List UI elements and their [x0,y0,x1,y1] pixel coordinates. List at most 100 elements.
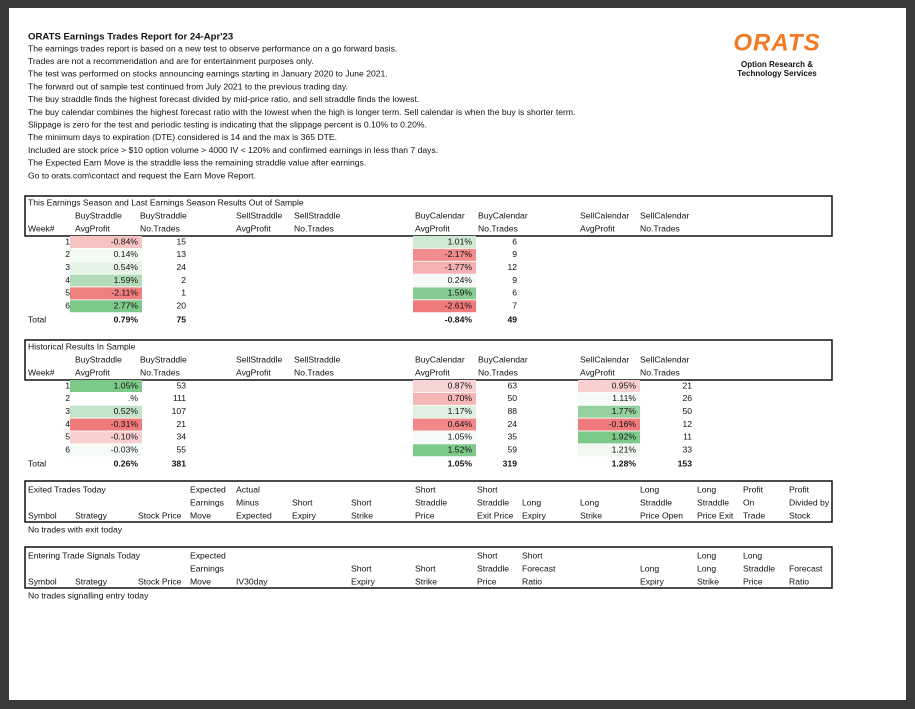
cell-value: 24 [507,419,517,429]
column-header: SellStraddle [294,354,341,364]
cell-value: 63 [507,380,517,390]
total-value: 153 [678,459,693,469]
column-header: Price Exit [697,510,734,520]
column-header: Straddle [415,497,447,507]
total-value: 1.05% [448,459,473,469]
column-header: Strike [415,576,437,586]
column-header: Long [522,497,541,507]
heat-cell [70,444,142,457]
logo-mark: ORATS [733,29,820,56]
column-header: Short [292,497,313,507]
week-number: 6 [65,445,70,455]
cell-value: 50 [507,393,517,403]
column-header: SellStraddle [236,354,283,364]
table-title: Historical Results In Sample [28,341,136,351]
column-header: AvgProfit [580,223,615,233]
column-header: Symbol [28,576,57,586]
week-number: 2 [65,249,70,259]
sheet [9,8,906,700]
column-header: Price [477,576,497,586]
column-header: No.Trades [294,367,334,377]
column-header: SellStraddle [236,210,283,220]
heat-cell [413,431,476,444]
column-header: BuyStraddle [140,210,187,220]
cell-value: 111 [173,393,186,403]
table-note: No trades with exit today [28,524,123,534]
column-header: Long [697,563,716,573]
column-header: Expiry [292,510,317,520]
column-header: Expected [190,484,226,494]
cell-value: 0.24% [448,275,473,285]
column-header: Straddle [477,497,509,507]
intro-line: The earnings trades report is based on a… [28,43,397,53]
column-header: Expiry [640,576,665,586]
column-header: SellCalendar [580,354,629,364]
column-header: AvgProfit [415,223,450,233]
week-number: 6 [65,301,70,311]
column-header: Week# [28,223,55,233]
column-header: Minus [236,497,259,507]
cell-value: 6 [512,288,517,298]
cell-value: 0.64% [448,419,473,429]
cell-value: -2.61% [445,301,473,311]
cell-value: 1.17% [448,406,473,416]
cell-value: 1.05% [114,380,139,390]
column-header: Actual [236,484,260,494]
cell-value: 9 [512,249,517,259]
cell-value: 1 [181,288,186,298]
cell-value: 12 [682,419,692,429]
column-header: Price [415,510,435,520]
heat-cell [70,300,142,313]
column-header: Symbol [28,510,57,520]
column-header: BuyCalendar [415,354,465,364]
column-header: Long [640,563,659,573]
cell-value: 0.70% [448,393,473,403]
cell-value: 12 [507,262,517,272]
column-header: Expiry [351,576,376,586]
column-header: BuyCalendar [415,210,465,220]
cell-value: 2.77% [114,301,139,311]
heat-cell [578,392,640,405]
heat-cell [413,287,476,300]
cell-value: 1.59% [448,288,473,298]
heat-cell [70,248,142,261]
column-header: Strike [580,510,602,520]
cell-value: 1.77% [612,406,637,416]
heat-cell [413,418,476,431]
intro-line: Go to orats.com\contact and request the … [28,170,256,180]
column-header: Expected [190,550,226,560]
heat-cell [578,380,640,392]
column-header: Exit Price [477,510,514,520]
column-header: Long [640,484,659,494]
column-header: Short [477,550,498,560]
column-header: Long [580,497,599,507]
cell-value: 35 [507,432,517,442]
heat-cell [413,444,476,457]
column-header: Profit [789,484,810,494]
column-header: Forecast [522,563,556,573]
heat-cell [70,274,142,287]
table-title: Exited Trades Today [28,484,106,494]
cell-value: 7 [512,301,517,311]
column-header: Ratio [789,576,809,586]
cell-value: -0.16% [609,419,637,429]
logo-tagline: Option Research & [741,60,813,69]
column-header: AvgProfit [75,223,110,233]
week-number: 1 [65,236,70,246]
intro-line: The buy calendar combines the highest fo… [28,107,575,117]
cell-value: -0.31% [111,419,139,429]
column-header: No.Trades [640,367,680,377]
intro-line: Trades are not a recommendation and are … [28,56,314,66]
cell-value: 15 [176,236,186,246]
heat-cell [413,300,476,313]
cell-value: 1.05% [448,432,473,442]
cell-value: 1.59% [114,275,139,285]
total-value: 0.26% [114,459,139,469]
cell-value: 24 [176,262,186,272]
column-header: BuyCalendar [478,354,528,364]
cell-value: 1.21% [612,445,637,455]
cell-value: 13 [176,249,186,259]
column-header: BuyStraddle [140,354,187,364]
column-header: SellStraddle [294,210,341,220]
